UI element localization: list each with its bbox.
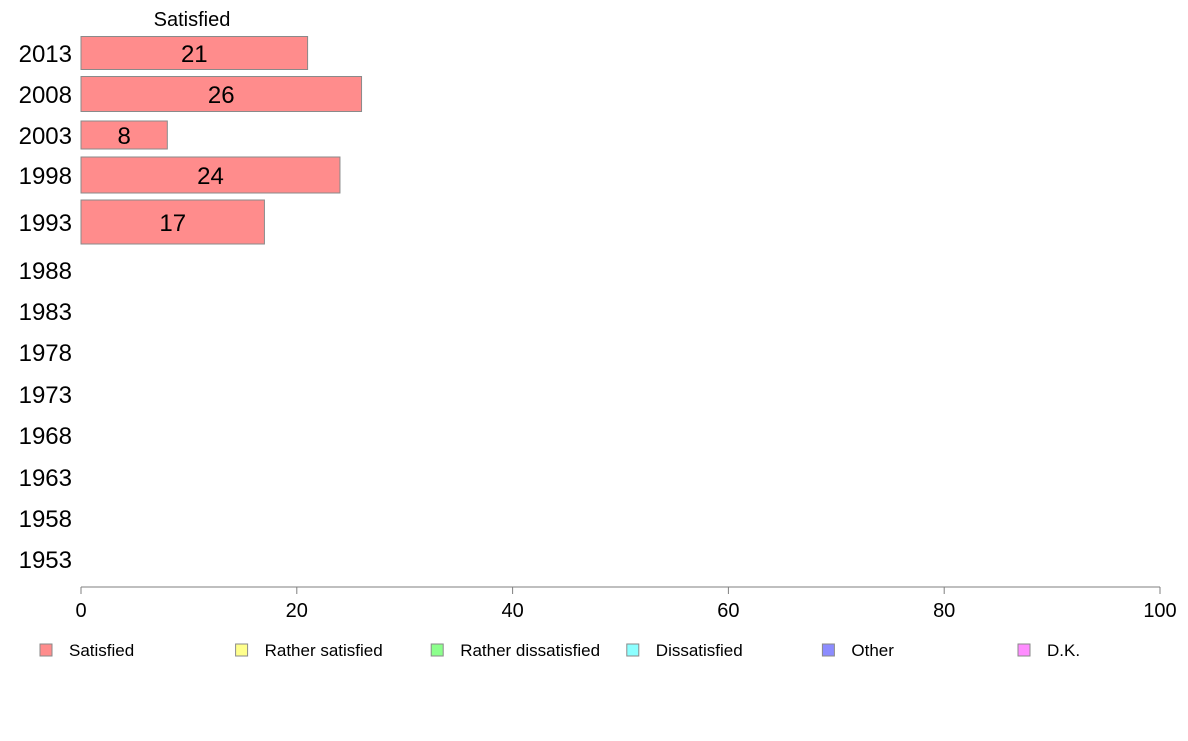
legend-swatch: [430, 643, 444, 657]
bar: [80, 199, 265, 245]
bar-value-label: 26: [208, 82, 235, 109]
category-label: 1953: [19, 547, 72, 574]
legend-label: D.K.: [1047, 641, 1080, 660]
x-tick-label: 0: [75, 600, 86, 622]
x-tick-label: 20: [286, 600, 308, 622]
bar-value-label: 24: [197, 163, 224, 190]
bar-value-label: 21: [181, 41, 208, 68]
legend-label: Rather satisfied: [265, 641, 383, 660]
bar-value-label: 8: [117, 123, 130, 150]
series-header: Satisfied: [154, 9, 231, 31]
bar: [80, 156, 341, 194]
x-tick-label: 100: [1143, 600, 1176, 622]
category-label: 1968: [19, 423, 72, 450]
category-label: 1963: [19, 465, 72, 492]
x-tick-label: 60: [717, 600, 739, 622]
legend-swatch: [821, 643, 835, 657]
legend-swatch: [1017, 643, 1031, 657]
category-label: 2003: [19, 123, 72, 150]
category-label: 1998: [19, 163, 72, 190]
category-label: 1983: [19, 299, 72, 326]
legend-swatch: [39, 643, 53, 657]
x-tick-label: 80: [933, 600, 955, 622]
category-label: 1988: [19, 258, 72, 285]
category-label: 2013: [19, 41, 72, 68]
category-label: 1993: [19, 210, 72, 237]
bar: [80, 120, 168, 150]
bar-value-label: 17: [159, 210, 186, 237]
category-label: 1973: [19, 382, 72, 409]
legend-label: Rather dissatisfied: [460, 641, 600, 660]
legend-swatch: [235, 643, 249, 657]
legend-label: Other: [851, 641, 894, 660]
legend-label: Satisfied: [69, 641, 134, 660]
category-label: 1958: [19, 506, 72, 533]
legend-label: Dissatisfied: [656, 641, 743, 660]
category-label: 2008: [19, 82, 72, 109]
category-label: 1978: [19, 340, 72, 367]
bar: [80, 76, 363, 112]
bar: [80, 36, 309, 70]
legend-swatch: [626, 643, 640, 657]
x-tick-label: 40: [501, 600, 523, 622]
